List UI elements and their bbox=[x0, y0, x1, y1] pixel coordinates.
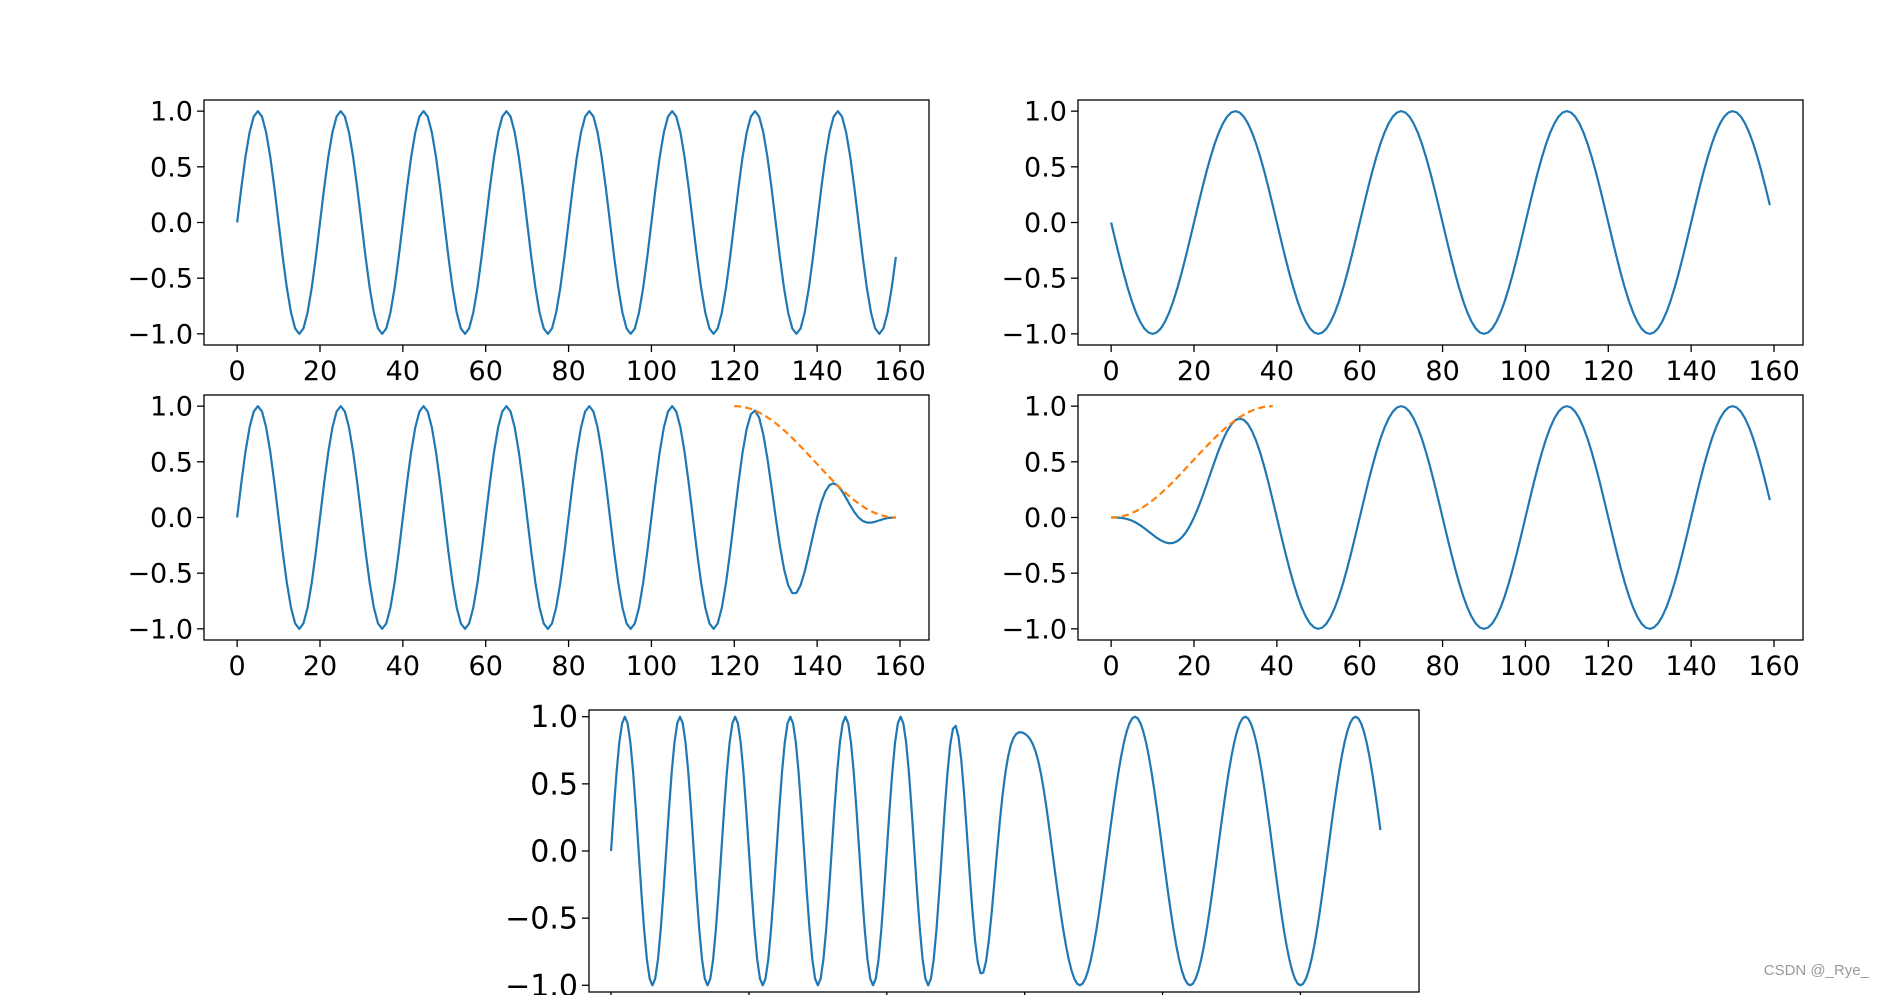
x-tick-label: 80 bbox=[551, 356, 585, 387]
x-tick-label: 20 bbox=[1177, 651, 1211, 682]
y-tick-label: 0.5 bbox=[1024, 152, 1067, 183]
series-line-2 bbox=[734, 405, 896, 519]
y-tick-label: 0.0 bbox=[150, 503, 193, 534]
x-tick-label: 140 bbox=[1665, 356, 1717, 387]
x-tick-label: 160 bbox=[874, 356, 926, 387]
series-line-1 bbox=[1111, 405, 1771, 630]
x-tick-label: 140 bbox=[791, 651, 843, 682]
x-tick-label: 0 bbox=[1103, 356, 1120, 387]
watermark-text: CSDN @_Rye_ bbox=[1763, 962, 1869, 979]
x-tick-label: 160 bbox=[874, 651, 926, 682]
series-line-1 bbox=[236, 405, 896, 630]
series-line-1 bbox=[236, 110, 897, 335]
subplot-4: 1.0 0.5 0.0 −0.5 −1.0 0 20 40 60 80 100 120 140 160 bbox=[1001, 392, 1804, 682]
x-tick-label: 20 bbox=[1177, 356, 1211, 387]
series-line-1 bbox=[609, 715, 1382, 987]
y-tick-label: −1.0 bbox=[1001, 614, 1067, 645]
series-line-2 bbox=[1111, 405, 1273, 519]
y-tick-label: 1.0 bbox=[150, 392, 193, 423]
y-tick-label: 1.0 bbox=[1024, 392, 1067, 423]
y-tick-label: −1.0 bbox=[1001, 319, 1067, 350]
x-tick-label: 140 bbox=[1665, 651, 1717, 682]
y-tick-label: −0.5 bbox=[1001, 264, 1067, 295]
y-tick-label: 1.0 bbox=[150, 97, 193, 128]
x-tick-label: 0 bbox=[229, 356, 246, 387]
y-tick-label: −0.5 bbox=[127, 264, 193, 295]
x-tick-label: 20 bbox=[303, 356, 337, 387]
x-tick-label: 40 bbox=[386, 651, 420, 682]
x-tick-label: 120 bbox=[709, 651, 761, 682]
x-tick-label: 100 bbox=[1500, 651, 1552, 682]
subplot-1: 1.0 0.5 0.0 −0.5 −1.0 0 20 40 60 80 100 120 140 160 bbox=[127, 97, 930, 387]
y-tick-label: −1.0 bbox=[127, 319, 193, 350]
y-tick-label: −0.5 bbox=[127, 559, 193, 590]
x-tick-label: 160 bbox=[1748, 356, 1800, 387]
subplot-2: 1.0 0.5 0.0 −0.5 −1.0 0 20 40 60 80 100 120 140 160 bbox=[1001, 97, 1804, 387]
x-tick-label: 160 bbox=[1748, 651, 1800, 682]
subplots: 1.00.50.0−0.5−1.00 20 40 60 80 100 120 140 1601.… bbox=[127, 97, 1804, 995]
x-tick-label: 80 bbox=[551, 651, 585, 682]
x-tick-label: 60 bbox=[469, 356, 503, 387]
y-tick-label: 0.0 bbox=[1024, 503, 1067, 534]
x-tick-label: 140 bbox=[791, 356, 843, 387]
x-tick-label: 80 bbox=[1425, 356, 1459, 387]
x-tick-label: 0 bbox=[1103, 651, 1120, 682]
x-tick-label: 40 bbox=[386, 356, 420, 387]
subplot-5: 1.0 0.5 0.0 −0.5 −1.0 bbox=[505, 700, 1420, 995]
x-tick-label: 100 bbox=[1500, 356, 1552, 387]
series-line-1 bbox=[1110, 110, 1771, 335]
x-tick-label: 0 bbox=[229, 651, 246, 682]
y-tick-label: 0.5 bbox=[150, 447, 193, 478]
y-tick-label: 0.5 bbox=[1024, 447, 1067, 478]
x-tick-label: 40 bbox=[1260, 651, 1294, 682]
y-tick-label: 0.5 bbox=[150, 152, 193, 183]
y-tick-label: 0.0 bbox=[1024, 208, 1067, 239]
y-tick-label: −0.5 bbox=[1001, 559, 1067, 590]
y-tick-label: 1.0 bbox=[1024, 97, 1067, 128]
x-tick-label: 60 bbox=[1343, 356, 1377, 387]
x-tick-label: 60 bbox=[1343, 651, 1377, 682]
y-tick-label: 0.5 bbox=[530, 767, 578, 802]
y-tick-label: 1.0 bbox=[530, 700, 578, 735]
x-tick-label: 60 bbox=[469, 651, 503, 682]
x-tick-label: 80 bbox=[1425, 651, 1459, 682]
x-tick-label: 100 bbox=[626, 651, 678, 682]
y-tick-label: 0.0 bbox=[530, 835, 578, 870]
x-tick-label: 120 bbox=[1583, 356, 1635, 387]
x-tick-label: 100 bbox=[626, 356, 678, 387]
x-tick-label: 20 bbox=[303, 651, 337, 682]
x-tick-label: 40 bbox=[1260, 356, 1294, 387]
subplot-3: 1.0 0.5 0.0 −0.5 −1.0 0 20 40 60 80 100 120 140 160 bbox=[127, 392, 930, 682]
y-tick-label: −1.0 bbox=[505, 969, 578, 995]
y-tick-label: −1.0 bbox=[127, 614, 193, 645]
x-tick-label: 120 bbox=[1583, 651, 1635, 682]
x-tick-label: 120 bbox=[709, 356, 761, 387]
y-tick-label: −0.5 bbox=[505, 902, 578, 937]
y-tick-label: 0.0 bbox=[150, 208, 193, 239]
